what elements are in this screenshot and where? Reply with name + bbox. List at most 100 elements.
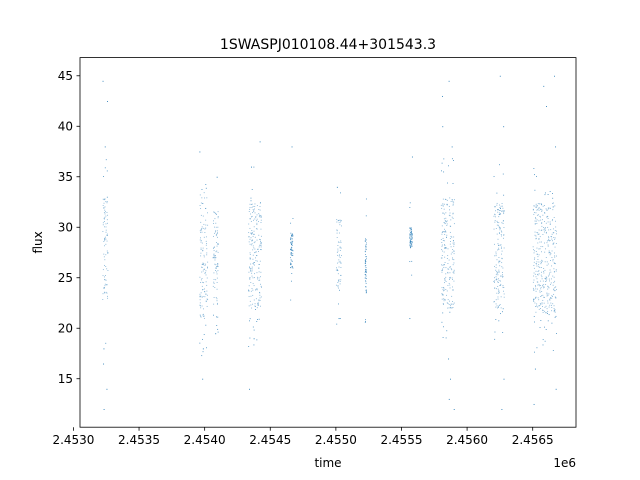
data-point (536, 223, 538, 224)
data-point (535, 296, 537, 298)
data-point (409, 245, 411, 247)
data-point (541, 222, 543, 224)
data-point (409, 238, 411, 240)
data-point (199, 296, 201, 298)
data-point (105, 159, 107, 161)
data-point (543, 227, 545, 228)
data-point (200, 307, 202, 309)
data-point (499, 204, 500, 206)
data-point (502, 308, 504, 310)
data-point (544, 205, 545, 207)
data-point (501, 275, 503, 277)
data-point (213, 303, 215, 305)
data-point (249, 203, 251, 205)
data-point (200, 305, 201, 307)
data-point (554, 238, 556, 240)
data-point (533, 258, 535, 260)
data-point (552, 260, 554, 262)
data-point (496, 204, 498, 206)
data-point (409, 233, 411, 235)
data-point (216, 271, 218, 273)
data-point (503, 234, 504, 236)
data-point (535, 238, 537, 240)
data-point (106, 250, 108, 252)
data-point (103, 207, 105, 209)
data-point (261, 242, 262, 244)
data-point (202, 227, 204, 229)
data-point (547, 221, 549, 223)
data-point (249, 257, 251, 259)
data-point (291, 266, 293, 268)
data-point (452, 257, 453, 259)
data-point (214, 259, 216, 261)
data-point (255, 260, 257, 262)
data-point (366, 258, 367, 260)
data-point (450, 307, 452, 309)
data-point (216, 266, 218, 267)
outlier-point (107, 101, 108, 102)
data-point (202, 315, 204, 317)
data-point (200, 315, 201, 317)
data-point (443, 171, 445, 173)
data-point (442, 264, 444, 266)
data-point (497, 224, 499, 226)
data-point (551, 250, 553, 252)
data-point (549, 272, 550, 274)
outlier-point (442, 126, 444, 128)
data-point (545, 280, 547, 282)
data-point (259, 202, 261, 204)
data-point (248, 346, 250, 347)
outlier-point (291, 146, 293, 148)
data-point (213, 278, 215, 280)
data-point (494, 214, 496, 216)
data-point (451, 307, 453, 309)
data-point (252, 289, 254, 291)
data-point (200, 240, 202, 242)
data-point (493, 243, 495, 245)
data-point (498, 222, 500, 224)
data-point (537, 208, 539, 210)
data-point (538, 266, 540, 268)
data-point (201, 226, 203, 228)
data-point (551, 233, 553, 235)
data-point (494, 265, 495, 267)
data-point (541, 259, 543, 261)
data-point (453, 223, 455, 225)
data-point (544, 269, 546, 271)
data-point (340, 274, 342, 276)
data-point (253, 299, 255, 301)
data-point (549, 280, 550, 282)
data-point (251, 272, 253, 274)
data-point (499, 265, 501, 267)
data-point (364, 277, 366, 279)
data-point (212, 285, 214, 287)
data-point (498, 232, 500, 234)
data-point (449, 287, 451, 289)
data-point (103, 217, 105, 219)
data-point (442, 337, 444, 338)
data-point (546, 261, 548, 263)
outlier-point (249, 388, 250, 390)
data-point (546, 293, 548, 295)
data-point (497, 221, 498, 223)
data-point (452, 212, 454, 214)
outlier-point (253, 338, 255, 340)
data-point (257, 248, 258, 250)
data-point (442, 205, 444, 207)
data-point (251, 203, 253, 205)
data-point (250, 204, 252, 205)
data-point (453, 251, 455, 253)
data-point (217, 331, 219, 333)
data-point (336, 267, 337, 269)
data-point (499, 244, 501, 246)
data-point (549, 251, 550, 253)
data-point (200, 255, 202, 257)
data-point (107, 295, 108, 297)
data-point (540, 320, 542, 321)
data-point (335, 284, 337, 286)
data-point (553, 271, 555, 273)
data-point (290, 252, 292, 254)
data-point (291, 249, 293, 251)
data-point (252, 206, 254, 207)
